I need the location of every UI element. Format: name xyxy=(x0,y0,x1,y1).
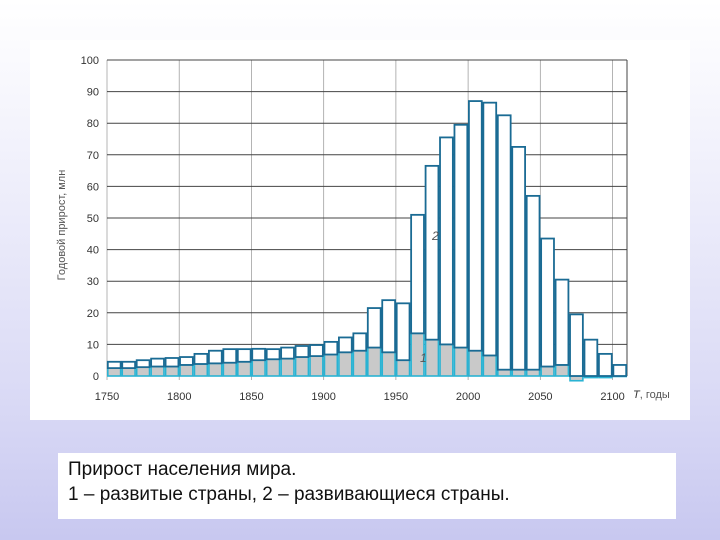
bar-developing xyxy=(583,338,599,377)
bar-developed xyxy=(179,364,194,377)
bar-developed xyxy=(439,343,454,377)
x-axis-variable: T xyxy=(633,389,641,401)
bar-developing xyxy=(453,123,469,349)
x-axis-unit: , годы xyxy=(640,389,670,401)
bar-developed xyxy=(540,365,555,377)
y-tick-label: 70 xyxy=(87,150,99,162)
bar-developed xyxy=(309,355,324,377)
bar-developing xyxy=(395,302,411,362)
bar-developing xyxy=(208,349,223,365)
bar-developing xyxy=(280,346,295,360)
bar-developed xyxy=(352,349,368,377)
bar-developing xyxy=(265,348,281,361)
y-tick-label: 90 xyxy=(87,87,99,99)
bar-developed xyxy=(251,359,266,377)
bar-developing xyxy=(511,146,526,371)
bar-developed xyxy=(453,346,469,377)
x-tick-label: 1850 xyxy=(239,391,263,403)
bar-developed xyxy=(482,354,498,377)
bar-developing xyxy=(251,347,266,362)
bar-developing xyxy=(338,336,353,354)
bar-developed xyxy=(237,360,252,377)
series-label-developed: 1 xyxy=(420,351,427,365)
bar-developing xyxy=(424,164,440,341)
bar-developed xyxy=(265,358,281,377)
bar-developing xyxy=(323,340,339,356)
bar-developed xyxy=(294,356,310,377)
bar-developing xyxy=(121,360,136,369)
bar-developing xyxy=(164,357,180,368)
bar-developed xyxy=(381,351,396,377)
bar-developing xyxy=(496,114,512,371)
axis-layer: 0 10 20 30 40 50 60 70 80 90 100 1750 1800 1850 1900 19… xyxy=(81,55,625,403)
bar-developing xyxy=(598,352,613,377)
bar-developing xyxy=(309,344,324,357)
bar-developed xyxy=(511,368,526,377)
bar-developed xyxy=(107,367,122,377)
bar-developed xyxy=(121,367,136,377)
bar-developed xyxy=(164,365,180,377)
y-tick-label: 30 xyxy=(87,276,99,288)
chart-svg: 0 10 20 30 40 50 60 70 80 90 100 1750 1800 1850 1900 19… xyxy=(56,55,670,403)
bar-developing xyxy=(381,299,396,354)
chart-panel: 0 10 20 30 40 50 60 70 80 90 100 1750 1800 1850 1900 19… xyxy=(30,40,690,420)
bar-developed xyxy=(323,353,339,377)
bar-developing xyxy=(179,356,194,366)
bar-developing xyxy=(135,359,151,369)
bar-developed xyxy=(222,361,238,377)
x-tick-label: 1900 xyxy=(311,391,335,403)
x-tick-label: 2100 xyxy=(600,391,624,403)
y-tick-label: 80 xyxy=(87,118,99,130)
bar-developed xyxy=(338,351,353,377)
bar-developed xyxy=(208,362,223,377)
y-tick-label: 100 xyxy=(81,55,99,67)
bar-developed xyxy=(525,368,541,377)
bar-developing xyxy=(540,237,555,368)
x-tick-label: 1950 xyxy=(384,391,408,403)
bar-developed xyxy=(424,338,440,377)
x-tick-label: 2050 xyxy=(528,391,552,403)
bar-developed xyxy=(366,346,382,377)
bar-developed xyxy=(496,368,512,377)
bar-developing xyxy=(366,307,382,349)
y-tick-label: 50 xyxy=(87,213,99,225)
bar-developed xyxy=(554,364,570,377)
bars-layer xyxy=(106,100,628,382)
x-axis-title: T, годы xyxy=(633,389,670,401)
bar-developed xyxy=(280,357,295,377)
y-tick-label: 10 xyxy=(87,339,99,351)
bar-developing xyxy=(236,348,252,363)
bar-developing xyxy=(525,194,541,371)
bar-developing xyxy=(222,348,238,364)
bar-developing xyxy=(612,364,628,377)
bar-developed xyxy=(395,359,411,377)
caption-line-1: Прирост населения мира. xyxy=(68,459,297,480)
y-tick-label: 20 xyxy=(87,308,99,320)
bar-developing xyxy=(410,213,425,335)
y-tick-label: 60 xyxy=(87,181,99,193)
caption-line-2: 1 – развитые страны, 2 – развивающиеся с… xyxy=(68,484,510,505)
y-tick-label: 40 xyxy=(87,245,99,257)
bar-developing xyxy=(294,345,310,358)
x-tick-label: 2000 xyxy=(456,391,480,403)
bar-developing xyxy=(482,101,498,357)
x-tick-label: 1800 xyxy=(167,391,191,403)
y-axis-title: Годовой прирост, млн xyxy=(56,170,68,281)
bar-developing xyxy=(468,100,483,352)
bar-developing xyxy=(193,352,209,365)
series-label-developing: 2 xyxy=(431,229,439,243)
bar-developing xyxy=(554,278,570,366)
y-tick-label: 0 xyxy=(93,371,99,383)
bar-developed xyxy=(150,365,165,377)
bar-developing xyxy=(569,313,584,377)
bar-developing xyxy=(150,357,165,368)
bar-developed xyxy=(135,366,151,377)
bar-developed xyxy=(468,349,483,377)
x-tick-label: 1750 xyxy=(95,391,119,403)
bar-developed xyxy=(193,363,209,377)
bar-developing xyxy=(439,136,454,346)
bar-developing xyxy=(352,332,368,352)
caption-box: Прирост населения мира. 1 – развитые стр… xyxy=(58,453,676,519)
bar-developing xyxy=(106,360,122,369)
